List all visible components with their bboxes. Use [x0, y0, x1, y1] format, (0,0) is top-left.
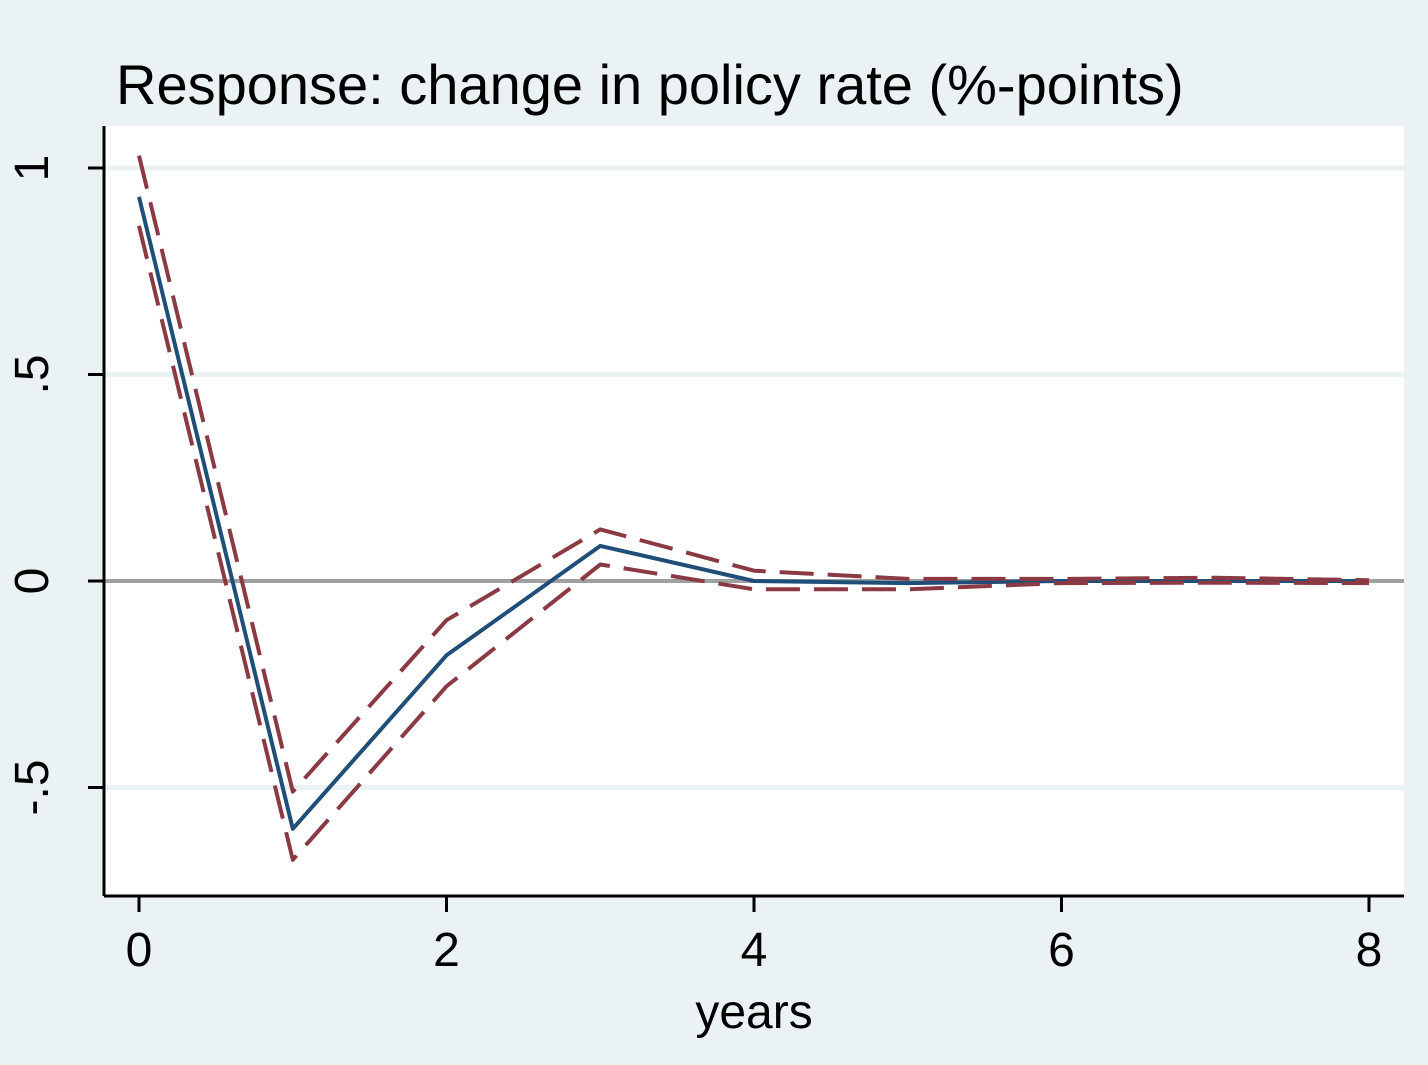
y-tick-label-1: 0: [6, 568, 59, 595]
series-line-upper-band: [137, 155, 1370, 794]
x-tick-label-2: 4: [741, 924, 768, 977]
series-layer: [137, 155, 1370, 862]
x-axis-label: years: [695, 986, 812, 1039]
gridlines: [104, 165, 1404, 790]
series-line-lower-band: [137, 225, 1370, 862]
chart-title: Response: change in policy rate (%-point…: [116, 53, 1184, 116]
y-axis-ticks: -.5 0 .5 1: [6, 155, 104, 816]
x-tick-label-0: 0: [126, 924, 153, 977]
x-tick-label-1: 2: [433, 924, 460, 977]
y-tick-label-0: -.5: [6, 759, 59, 815]
y-tick-label-2: .5: [6, 354, 59, 394]
plot-area: [104, 126, 1404, 896]
x-tick-label-4: 8: [1356, 924, 1383, 977]
y-tick-label-3: 1: [6, 155, 59, 182]
x-axis-ticks: 0 2 4 6 8: [126, 896, 1383, 977]
x-tick-label-3: 6: [1048, 924, 1075, 977]
